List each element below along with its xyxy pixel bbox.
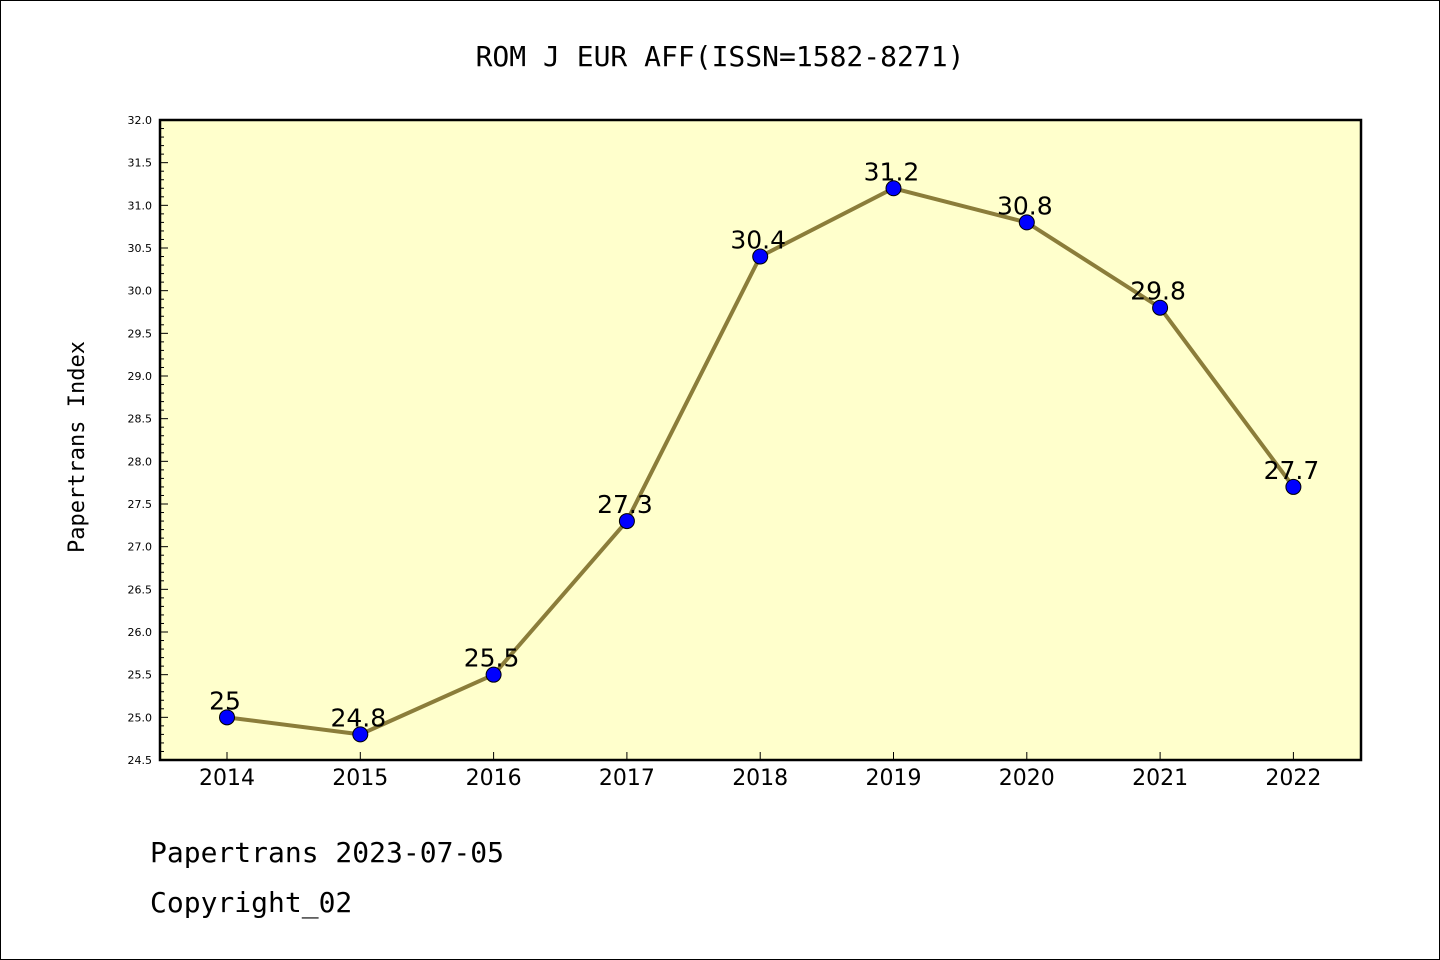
y-axis: 24.5 25.0 25.5 26.0 26.5 27.0 27.5 28.0 28.5 29.0… (128, 114, 168, 767)
y-tick-label: 31.0 (128, 199, 153, 212)
data-markers (219, 180, 1302, 743)
y-tick-label: 27.0 (128, 541, 153, 554)
data-label: 29.8 (1130, 277, 1186, 306)
x-tick-label: 2021 (1132, 766, 1188, 791)
data-label: 27.3 (597, 490, 653, 519)
data-point (1018, 214, 1035, 231)
x-axis: 2014 2015 2016 2017 2018 2019 2020 2021 2022 (199, 752, 1321, 791)
y-tick-label: 28.5 (128, 413, 153, 426)
x-tick-label: 2018 (732, 766, 788, 791)
data-label: 25 (209, 686, 241, 715)
data-point (752, 248, 769, 265)
y-tick-label: 30.0 (128, 285, 153, 298)
x-tick-label: 2022 (1265, 766, 1321, 791)
data-point (352, 726, 369, 743)
y-tick-label: 27.5 (128, 498, 153, 511)
x-tick-label: 2014 (199, 766, 255, 791)
y-tick-label: 24.5 (128, 754, 153, 767)
data-label: 25.5 (464, 644, 520, 673)
y-axis-label: Papertrans Index (65, 341, 90, 553)
y-tick-label: 26.5 (128, 583, 153, 596)
y-tick-label: 32.0 (128, 114, 153, 127)
y-tick-label: 25.0 (128, 711, 153, 724)
data-label: 30.8 (997, 191, 1053, 220)
y-tick-label: 25.5 (128, 669, 153, 682)
y-tick-label: 31.5 (128, 157, 153, 170)
data-label: 27.7 (1264, 456, 1320, 485)
x-tick-label: 2019 (866, 766, 922, 791)
y-tick-label: 30.5 (128, 242, 153, 255)
data-point (885, 180, 902, 197)
data-labels: 25 24.8 25.5 27.3 30.4 31.2 30.8 29.8 27.7 (209, 157, 1319, 732)
data-point (1152, 299, 1169, 316)
data-point (1285, 478, 1302, 495)
data-label: 24.8 (330, 703, 386, 732)
data-point (219, 709, 235, 726)
data-label: 30.4 (730, 226, 786, 255)
x-tick-label: 2016 (466, 766, 522, 791)
footer-copyright-text: Copyright_02 (150, 886, 353, 919)
y-tick-label: 29.0 (128, 370, 153, 383)
plot-area (158, 118, 1363, 762)
data-label: 31.2 (864, 157, 920, 186)
data-point (618, 513, 635, 530)
chart-title: ROM J EUR AFF(ISSN=1582-8271) (476, 40, 965, 73)
y-tick-label: 26.0 (128, 626, 153, 639)
data-point (485, 666, 502, 683)
footer-date-text: Papertrans 2023-07-05 (150, 836, 505, 869)
x-tick-label: 2020 (999, 766, 1055, 791)
y-tick-label: 28.0 (128, 455, 153, 468)
x-tick-label: 2015 (332, 766, 388, 791)
y-tick-label: 29.5 (128, 327, 153, 340)
x-tick-label: 2017 (599, 766, 655, 791)
